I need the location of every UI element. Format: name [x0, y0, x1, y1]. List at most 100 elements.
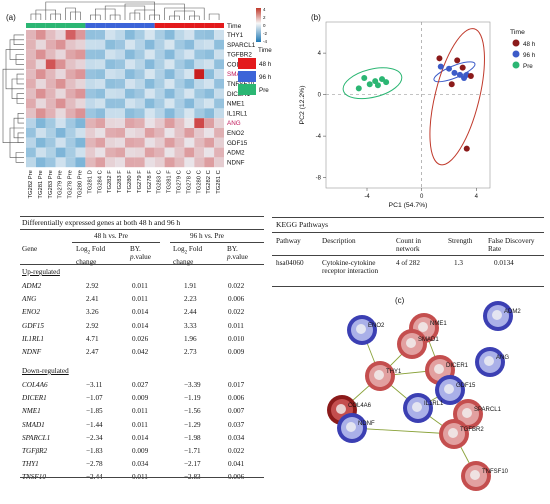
- kegg-fdr: 0.0134: [494, 259, 514, 267]
- network-node-structure: [412, 402, 422, 412]
- down-row-fc2: −1.98: [184, 433, 201, 442]
- heatmap-cell: [125, 59, 135, 70]
- sample-label: TG280 Pre: [78, 170, 84, 198]
- heatmap-cell: [45, 108, 56, 119]
- heatmap-cell: [85, 118, 96, 128]
- heatmap-cell: [174, 88, 185, 99]
- heatmap-cell: [164, 59, 175, 70]
- heatmap-cell: [125, 128, 135, 138]
- heatmap-cell: [164, 69, 175, 79]
- network-node-label: IL1RL1: [424, 401, 444, 407]
- heatmap-cell: [115, 39, 125, 50]
- time-bar-cell: [85, 23, 96, 28]
- heatmap-cell: [75, 157, 86, 168]
- sample-label: TG280 C: [196, 170, 202, 194]
- heatmap-cell: [85, 128, 96, 138]
- sample-label: TG279 Pre: [58, 170, 64, 198]
- pca-point: [446, 65, 452, 72]
- heatmap-cell: [214, 118, 224, 128]
- up-row-gene: ENO2: [22, 308, 40, 317]
- up-row-p1: 0.014: [132, 321, 149, 330]
- heatmap-cell: [115, 128, 125, 138]
- heatmap-cell: [26, 98, 36, 109]
- heatmap-cell: [125, 147, 135, 158]
- down-row-p2: 0.022: [228, 447, 245, 455]
- up-regulated-label: Up-regulated: [22, 268, 60, 276]
- heatmap-cell: [55, 39, 66, 50]
- heatmap-cell: [125, 108, 135, 119]
- heatmap-cell: [144, 98, 155, 109]
- col-lfc-header-96: Log2 Fold change: [173, 245, 203, 266]
- heatmap-cell: [35, 147, 46, 158]
- heatmap-cell: [35, 137, 46, 148]
- heatmap-cell: [164, 98, 175, 109]
- pca-ellipse-48h: [429, 28, 485, 166]
- down-row-fc2: −1.29: [184, 420, 201, 429]
- pca-point: [366, 81, 373, 88]
- heatmap-cell: [115, 108, 125, 119]
- up-row-p1: 0.011: [132, 295, 148, 304]
- heatmap-cell: [55, 88, 66, 99]
- heatmap-cell: [204, 157, 215, 168]
- time-bar-cell: [115, 23, 125, 28]
- heatmap-cell: [174, 137, 185, 148]
- heatmap-cell: [164, 108, 175, 119]
- color-scale-bar: [256, 8, 261, 42]
- heatmap-cell: [184, 69, 195, 79]
- down-row-fc1: −2.78: [86, 460, 103, 469]
- heatmap-cell: [154, 69, 165, 79]
- up-row-gene: ANG: [22, 295, 37, 304]
- heatmap-cell: [105, 88, 116, 99]
- heatmap-cell: [164, 30, 175, 40]
- down-row-p1: 0.014: [132, 433, 149, 442]
- heatmap-cell: [105, 147, 116, 158]
- heatmap-cell: [55, 69, 66, 79]
- heatmap-cell: [184, 157, 195, 168]
- up-row-p2: 0.010: [228, 334, 245, 343]
- down-row-p2: 0.007: [228, 407, 245, 416]
- heatmap-cell: [85, 88, 96, 99]
- heatmap-cell: [45, 79, 56, 89]
- pca-point: [437, 63, 444, 70]
- up-row-p2: 0.009: [228, 348, 245, 356]
- network-node-structure: [470, 470, 480, 480]
- pca-ellipse-96h: [433, 61, 476, 83]
- heatmap-cell: [204, 108, 215, 119]
- heatmap-cell: [55, 59, 66, 70]
- down-row-gene: COL4A6: [22, 381, 48, 389]
- down-row-p1: 0.011: [132, 420, 148, 429]
- gene-label: SPARCL1: [227, 42, 256, 49]
- heatmap-cell: [134, 39, 145, 50]
- heatmap-cell: [45, 137, 56, 148]
- heatmap-cell: [164, 147, 175, 158]
- pca-point: [451, 69, 458, 76]
- heatmap-cell: [115, 118, 125, 128]
- heatmap-cell: [95, 108, 106, 119]
- gene-label: TGFBR2: [227, 52, 252, 59]
- sample-label: TG283 F: [117, 170, 123, 193]
- heatmap-cell: [134, 108, 145, 119]
- heatmap-cell: [194, 147, 205, 158]
- col-gene-header: Gene: [22, 245, 38, 253]
- down-row-p1: 0.011: [132, 407, 148, 416]
- down-row-gene: SPARCL1: [22, 433, 51, 442]
- heatmap-cell: [214, 49, 224, 60]
- sample-label: TG281 F: [167, 170, 173, 193]
- down-row-gene: DICER1: [22, 394, 47, 403]
- time-bar-cell: [184, 23, 195, 28]
- heatmap-cell: [85, 98, 96, 109]
- heatmap: TimeTHY1SPARCL1TGFBR2COL4A6SMAD1TNFSF10D…: [2, 1, 272, 199]
- network-node-label: TGFBR2: [460, 427, 484, 433]
- time-bar-cell: [164, 23, 175, 28]
- network-node-label: DICER1: [446, 363, 469, 369]
- heatmap-cell: [134, 49, 145, 60]
- heatmap-cell: [85, 49, 96, 60]
- heatmap-cell: [26, 157, 36, 168]
- heatmap-cell: [105, 128, 116, 138]
- heatmap-cell: [65, 39, 76, 50]
- heatmap-cell: [26, 59, 36, 70]
- down-row-gene: SMAD1: [22, 420, 45, 429]
- up-row-fc1: 2.92: [86, 282, 99, 290]
- heatmap-cell: [164, 137, 175, 148]
- heatmap-cell: [95, 49, 106, 60]
